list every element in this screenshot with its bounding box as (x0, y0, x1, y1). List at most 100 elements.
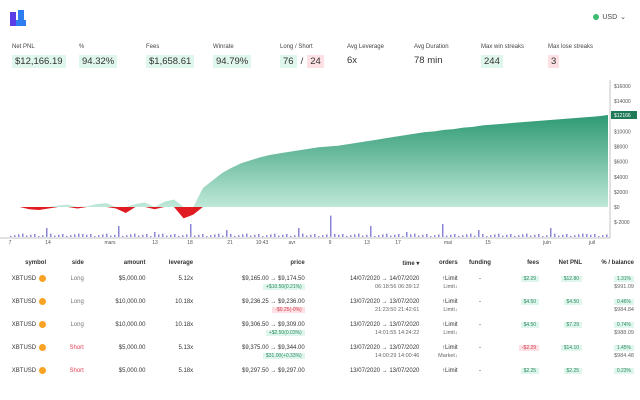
stat-label: Avg Duration (414, 44, 449, 50)
volume-bar (10, 236, 12, 237)
volume-bar (294, 235, 296, 237)
volume-bar (258, 234, 260, 237)
volume-bar (286, 234, 288, 237)
volume-bar (406, 232, 408, 237)
volume-bar (414, 233, 416, 237)
stat: Long / Short 76/24 (280, 44, 347, 68)
time-range: 13/07/2020 → 13/07/2020 (349, 368, 420, 374)
volume-bar (606, 234, 608, 237)
column-header[interactable]: time ▾ (402, 260, 420, 267)
volume-bar (214, 234, 216, 237)
volume-bar (14, 235, 16, 237)
volume-bar (110, 235, 112, 237)
column-header[interactable]: symbol (25, 260, 47, 266)
pct-balance: 1.45% (613, 345, 634, 351)
balance: $984.84 (614, 307, 634, 313)
currency-selector[interactable]: USD ⌄ (593, 13, 626, 21)
symbol-cell: XBTUSD (0, 293, 52, 316)
symbol: XBTUSD (11, 299, 37, 306)
volume-bar (70, 235, 72, 237)
table-row[interactable]: XBTUSD Long $10,000.00 10.18x $9,306.50 → $9… (0, 316, 640, 339)
volume-bar (174, 234, 176, 237)
stat: Avg Duration 78 min (414, 44, 481, 68)
order-entry: ↑Limit (442, 368, 458, 374)
volume-bar (426, 234, 428, 237)
volume-bar (562, 234, 564, 237)
stat-label: Long / Short (280, 44, 313, 50)
volume-bar (290, 236, 292, 237)
stat-label: Avg Leverage (347, 44, 384, 50)
fees: $4.50 (520, 322, 540, 328)
leverage: 5.13x (178, 345, 194, 351)
volume-bar (86, 234, 88, 237)
volume-bar (598, 236, 600, 237)
stat-value: 78 min (414, 55, 443, 66)
volume-bar (518, 235, 520, 237)
volume-bar (58, 234, 60, 237)
volume-bar (182, 235, 184, 237)
y-tick-label: $2000 (614, 190, 628, 196)
price: $9,297.50 → $9,297.00 (242, 368, 305, 374)
symbol: XBTUSD (11, 345, 37, 352)
table-row[interactable]: XBTUSD Short $5,000.00 5.13x $9,375.00 → $9,… (0, 339, 640, 362)
equity-chart: $16000 $14000 $12166 $10000 $8000 $6000 $4000 $… (0, 80, 637, 246)
stat-value: $12,166.19 (12, 55, 66, 68)
balance: $991.09 (614, 284, 634, 290)
order-entry: ↑Limit (442, 276, 458, 282)
volume-bar (362, 235, 364, 237)
leverage: 10.18x (175, 322, 194, 328)
column-header[interactable]: % / balance (601, 260, 634, 266)
stat-value: 244 (481, 55, 503, 68)
table-row[interactable]: XBTUSD Long $5,000.00 5.12x $9,165.00 → $9,1… (0, 270, 640, 293)
volume-bar (34, 234, 36, 237)
currency-label: USD (602, 13, 618, 21)
column-header[interactable]: price (290, 260, 305, 266)
symbol: XBTUSD (11, 322, 37, 329)
volume-bar (138, 235, 140, 237)
volume-bar (494, 234, 496, 237)
y-tick-label: $16000 (614, 84, 631, 90)
volume-bar (126, 235, 128, 237)
symbol-cell: XBTUSD (0, 362, 52, 385)
column-header[interactable]: fees (527, 260, 540, 266)
x-tick-label: 18 (187, 240, 193, 246)
order-entry: ↑Limit (442, 345, 458, 351)
net-pnl: $2.25 (563, 368, 583, 374)
column-header[interactable]: funding (468, 260, 491, 266)
trades-table: symbol side amount leverage price time ▾ order… (0, 256, 640, 385)
fees: -$2.29 (518, 345, 540, 351)
volume-bar (382, 234, 384, 237)
volume-bar (342, 234, 344, 237)
column-header[interactable]: orders (439, 260, 458, 266)
volume-bar (134, 233, 136, 237)
volume-bar (378, 235, 380, 237)
side: Long (70, 322, 84, 328)
table-row[interactable]: XBTUSD Long $10,000.00 10.18x $9,236.25 → $9… (0, 293, 640, 316)
volume-bar (542, 236, 544, 237)
volume-bar (522, 234, 524, 237)
volume-bar (166, 235, 168, 237)
column-header[interactable]: leverage (168, 260, 194, 266)
volume-bar (78, 233, 80, 237)
volume-bar (514, 236, 516, 237)
net-pnl: $14.10 (560, 345, 583, 351)
stat: Fees $1,658.61 (146, 44, 213, 68)
column-header[interactable]: amount (123, 260, 146, 266)
bitcoin-icon (39, 275, 47, 282)
volume-bar (298, 228, 300, 237)
stat-value: 94.79% (213, 55, 252, 68)
volume-bar (502, 235, 504, 237)
column-header[interactable]: side (71, 260, 84, 266)
volume-bar (334, 234, 336, 237)
volume-bar (594, 234, 596, 237)
order-exit: Limit↓ (443, 284, 458, 290)
volume-bar (526, 233, 528, 237)
volume-bar (346, 236, 348, 237)
column-header[interactable]: Net PNL (558, 260, 583, 266)
current-value-marker (611, 110, 637, 119)
volume-bar (326, 234, 328, 237)
table-row[interactable]: XBTUSD Short $5,000.00 5.18x $9,297.50 → $9,… (0, 362, 640, 385)
stat-label: Winrate (213, 44, 234, 50)
volume-bar (306, 235, 308, 237)
volume-bar (190, 224, 192, 237)
